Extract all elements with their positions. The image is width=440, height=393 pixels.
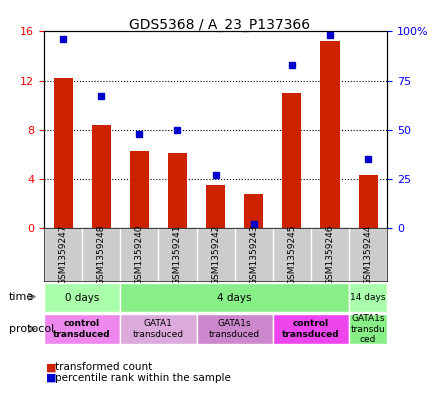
Bar <box>282 93 301 228</box>
FancyBboxPatch shape <box>349 314 387 344</box>
Text: GATA1s
transduced: GATA1s transduced <box>209 320 260 339</box>
Bar <box>130 151 149 228</box>
Text: ■: ■ <box>46 362 57 373</box>
Bar <box>244 193 263 228</box>
Text: transformed count: transformed count <box>55 362 152 373</box>
Text: percentile rank within the sample: percentile rank within the sample <box>55 373 231 383</box>
FancyBboxPatch shape <box>349 283 387 312</box>
Text: GSM1359242: GSM1359242 <box>211 224 220 285</box>
Bar <box>206 185 225 228</box>
Bar <box>359 175 378 228</box>
Bar <box>168 153 187 228</box>
Text: control
transduced: control transduced <box>53 320 111 339</box>
Text: 4 days: 4 days <box>217 293 252 303</box>
FancyBboxPatch shape <box>44 314 120 344</box>
Text: GSM1359241: GSM1359241 <box>173 224 182 285</box>
Text: 0 days: 0 days <box>65 293 99 303</box>
Text: time: time <box>9 292 34 302</box>
Text: GSM1359248: GSM1359248 <box>97 224 106 285</box>
Text: ■: ■ <box>46 373 57 383</box>
Text: control
transduced: control transduced <box>282 320 340 339</box>
Bar <box>320 41 340 228</box>
Text: GSM1359247: GSM1359247 <box>59 224 68 285</box>
Text: GATA1
transduced: GATA1 transduced <box>133 320 184 339</box>
FancyBboxPatch shape <box>120 283 349 312</box>
FancyBboxPatch shape <box>120 314 197 344</box>
Bar <box>54 78 73 228</box>
Text: GSM1359245: GSM1359245 <box>287 224 297 285</box>
FancyBboxPatch shape <box>197 314 273 344</box>
Text: GATA1s
transdu
ced: GATA1s transdu ced <box>351 314 385 344</box>
Bar <box>92 125 111 228</box>
Text: protocol: protocol <box>9 324 54 334</box>
Text: GSM1359243: GSM1359243 <box>249 224 258 285</box>
Text: GSM1359244: GSM1359244 <box>363 224 373 285</box>
Text: 14 days: 14 days <box>350 293 386 302</box>
Text: GDS5368 / A_23_P137366: GDS5368 / A_23_P137366 <box>129 18 311 32</box>
FancyBboxPatch shape <box>44 283 120 312</box>
Text: GSM1359246: GSM1359246 <box>326 224 334 285</box>
Text: GSM1359240: GSM1359240 <box>135 224 144 285</box>
FancyBboxPatch shape <box>273 314 349 344</box>
